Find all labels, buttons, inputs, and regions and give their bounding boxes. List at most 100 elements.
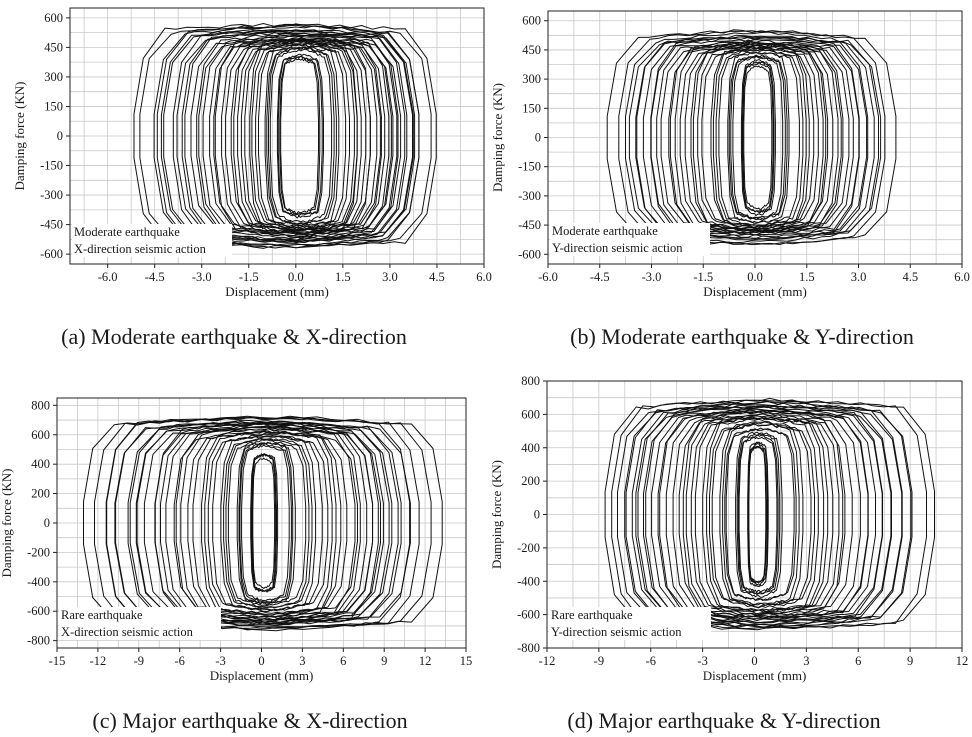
- hysteresis-loop: [736, 433, 781, 595]
- x-tick-label: -1.5: [239, 270, 259, 284]
- x-tick-label: 6: [855, 654, 861, 668]
- annotation-background: [550, 223, 710, 256]
- y-tick-label: 0: [535, 131, 541, 145]
- x-tick-label: -6.0: [98, 270, 118, 284]
- x-tick-label: 6: [340, 654, 346, 668]
- x-axis-label: Displacement (mm): [225, 284, 329, 299]
- annotation-line-2: X-direction seismic action: [61, 625, 194, 639]
- hysteresis-loop: [154, 422, 379, 625]
- x-tick-label: 3: [299, 654, 305, 668]
- x-tick-label: 3.0: [382, 270, 398, 284]
- y-tick-label: 600: [522, 14, 541, 28]
- hysteresis-loop: [702, 416, 825, 613]
- chart-panel-1: -6.0 -4.5 -3.0 -1.5 0.0 1.5 3.0 4.5 6.0 600 450 300…: [12, 7, 492, 349]
- hysteresis-loop: [204, 430, 333, 616]
- y-tick-label: 300: [44, 70, 63, 84]
- x-tick-label: 9: [907, 654, 913, 668]
- x-tick-label: -3: [697, 654, 707, 668]
- x-tick-label: 3: [803, 654, 809, 668]
- y-tick-label: 800: [521, 374, 540, 388]
- y-tick-label: -400: [27, 575, 50, 589]
- y-tick-label: -600: [518, 247, 541, 261]
- hysteresis-loop: [692, 43, 824, 231]
- x-tick-label: 12: [419, 654, 432, 668]
- x-tick-label: 12: [956, 654, 969, 668]
- annotation-line-2: Y-direction seismic action: [552, 241, 683, 255]
- hysteresis-loop: [719, 421, 804, 608]
- hysteresis-loop: [227, 439, 307, 606]
- hysteresis-loop: [732, 55, 784, 219]
- hysteresis-loop: [738, 436, 778, 593]
- hysteresis-loop: [730, 55, 786, 220]
- hysteresis-loop: [722, 423, 800, 606]
- hysteresis-loop: [264, 43, 340, 228]
- hysteresis-loop: [249, 38, 358, 234]
- y-tick-label: 600: [44, 11, 63, 25]
- hysteresis-loop: [220, 435, 317, 612]
- y-tick-label: -300: [518, 189, 541, 203]
- hysteresis-loop: [740, 59, 776, 217]
- x-tick-label: -9: [594, 654, 604, 668]
- x-tick-label: 9: [381, 654, 387, 668]
- hysteresis-loop: [747, 441, 769, 588]
- hysteresis-loop: [747, 443, 768, 586]
- series-hysteresis-loops: [83, 415, 443, 632]
- hysteresis-loop: [214, 34, 390, 238]
- annotation-line-2: X-direction seismic action: [74, 242, 207, 256]
- hysteresis-loop: [743, 65, 773, 210]
- hysteresis-loop: [266, 46, 337, 226]
- x-tick-label: -6: [174, 654, 184, 668]
- y-tick-label: 0: [534, 508, 540, 522]
- x-tick-label: 1.5: [799, 270, 815, 284]
- y-tick-label: 0: [44, 516, 50, 530]
- hysteresis-loop: [672, 412, 853, 617]
- annotation-background: [549, 607, 711, 640]
- y-tick-label: 600: [521, 407, 540, 421]
- hysteresis-loop: [682, 410, 844, 619]
- hysteresis-loop: [712, 46, 807, 229]
- annotation-line-1: Rare earthquake: [551, 608, 633, 622]
- x-tick-label: -1.5: [693, 270, 713, 284]
- annotation-line-1: Moderate earthquake: [552, 224, 658, 238]
- y-tick-label: 200: [521, 474, 540, 488]
- hysteresis-loop: [276, 53, 324, 219]
- y-axis-label: Damping force (KN): [490, 83, 505, 192]
- y-tick-label: 800: [31, 398, 50, 412]
- y-tick-label: -600: [27, 604, 50, 618]
- x-axis-label: Displacement (mm): [703, 668, 807, 683]
- y-tick-label: 400: [521, 441, 540, 455]
- y-tick-label: 450: [522, 43, 541, 57]
- x-tick-label: 1.5: [335, 270, 351, 284]
- hysteresis-loop: [659, 409, 869, 621]
- y-tick-label: 150: [522, 101, 541, 115]
- panel-caption: (d) Major earthquake & Y-direction: [567, 708, 880, 733]
- x-tick-label: 3.0: [851, 270, 867, 284]
- hysteresis-loop: [709, 420, 815, 609]
- hysteresis-loop: [192, 432, 342, 614]
- hysteresis-loop: [725, 428, 795, 601]
- hysteresis-loop: [187, 430, 348, 616]
- x-tick-label: 0.0: [747, 270, 763, 284]
- hysteresis-loop: [201, 427, 337, 618]
- y-tick-label: 400: [31, 457, 50, 471]
- y-tick-label: 0: [57, 129, 63, 143]
- hysteresis-loop: [742, 62, 774, 213]
- y-tick-label: -300: [40, 188, 63, 202]
- y-tick-label: -150: [40, 159, 63, 173]
- x-tick-label: 6.0: [476, 270, 492, 284]
- y-tick-label: -800: [27, 634, 50, 648]
- y-tick-label: -600: [40, 247, 63, 261]
- hysteresis-loop: [239, 443, 292, 603]
- y-tick-label: -400: [517, 574, 540, 588]
- hysteresis-loop: [225, 437, 310, 609]
- hysteresis-loop: [223, 438, 313, 609]
- series-hysteresis-loops: [606, 29, 897, 246]
- x-tick-label: 0: [751, 654, 757, 668]
- x-tick-label: -3: [215, 654, 225, 668]
- x-tick-label: -12: [539, 654, 556, 668]
- x-tick-label: -4.5: [590, 270, 610, 284]
- hysteresis-loop: [196, 33, 399, 240]
- y-tick-label: -200: [517, 541, 540, 555]
- x-tick-label: 15: [460, 654, 473, 668]
